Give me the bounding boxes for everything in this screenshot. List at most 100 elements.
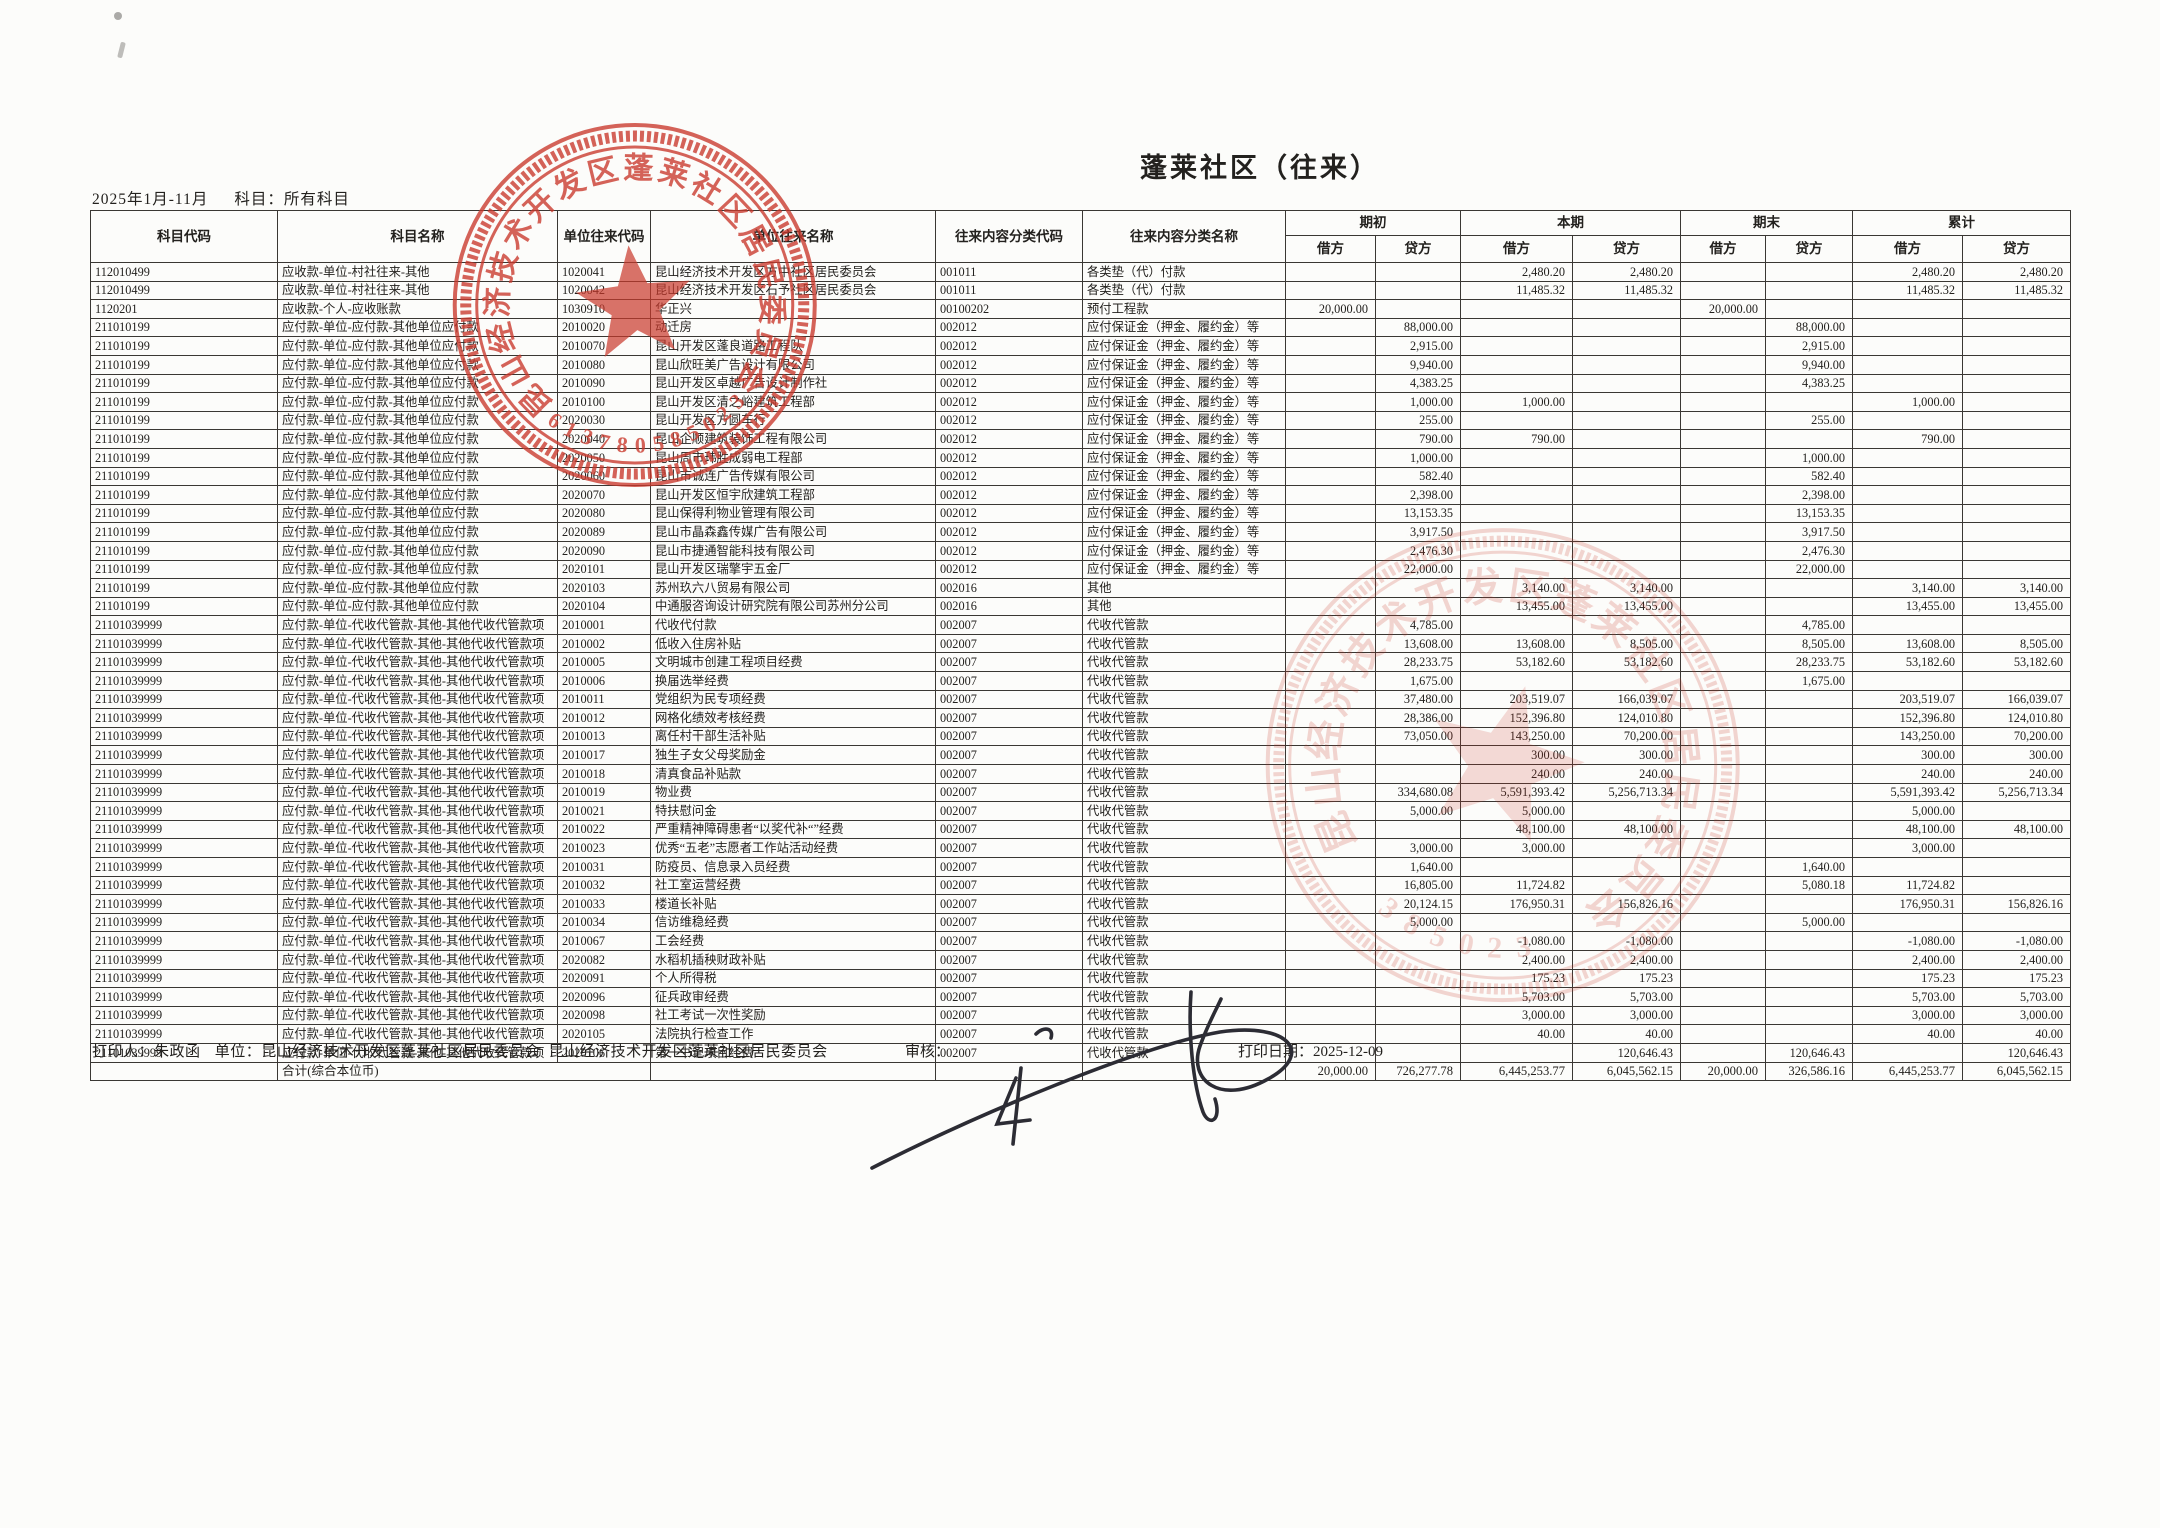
cell-ending-debit [1680,894,1766,914]
cell-subject-code: 211010199 [90,522,278,542]
cell-subject-code: 211010199 [90,540,278,561]
table-row: 211010199 应付款-单位-应付款-其他单位应付款 2020050 昆山周市玮胜… [90,447,2071,468]
cell-opening-debit [1285,317,1376,338]
cell-opening-debit [1285,578,1376,598]
cell-ending-credit: 120,646.43 [1765,1042,1853,1063]
cell-opening-debit [1285,447,1376,468]
cell-current-credit: 70,200.00 [1572,726,1681,747]
cell-opening-debit [1285,466,1376,487]
cell-ending-credit: 1,640.00 [1765,857,1853,877]
cell-ending-credit: 4,383.25 [1765,373,1853,394]
cell-class-name: 各类垫（代）付款 [1082,262,1286,282]
cell-unit-name: 特扶慰问金 [650,801,936,821]
cell-opening-debit [1285,819,1376,840]
table-row: 21101039999 应付款-单位-代收代管款-其他-其他代收代管款项 20100… [90,689,2071,710]
cell-cumulative-debit: 11,724.82 [1852,875,1963,896]
cell-ending-debit [1680,912,1766,933]
cell-cumulative-debit: 3,000.00 [1852,838,1963,858]
cell-ending-debit [1680,726,1766,747]
cell-unit-name: 昆山经济技术开发区方中社区居民委员会 [650,262,936,282]
cell-ending-credit [1765,745,1853,766]
cell-cumulative-credit: 300.00 [1962,745,2071,766]
cell-current-credit [1572,559,1681,580]
cell-class-name: 代收代管款 [1082,652,1286,673]
table-row: 211010199 应付款-单位-应付款-其他单位应付款 2010090 昆山开发区卓… [90,373,2071,394]
cell-opening-debit [1285,652,1376,673]
cell-current-credit: 13,455.00 [1572,596,1681,617]
cell-cumulative-credit: 124,010.80 [1962,708,2071,728]
cell-current-debit [1460,615,1573,635]
cell-subject-code: 21101039999 [90,689,278,710]
cell-current-credit: 8,505.00 [1572,633,1681,654]
cell-unit-name: 防疫员、信息录入员经费 [650,857,936,877]
cell-class-code: 002007 [935,615,1083,635]
cell-current-credit: 175.23 [1572,968,1681,989]
table-row: 21101039999 应付款-单位-代收代管款-其他-其他代收代管款项 20100… [90,875,2071,896]
cell-opening-debit [1285,838,1376,858]
cell-current-credit: 48,100.00 [1572,819,1681,840]
cell-class-name: 应付保证金（押金、履约金）等 [1082,447,1286,468]
cell-opening-debit [1285,373,1376,394]
cell-current-credit: 11,485.32 [1572,280,1681,301]
cell-current-credit: 5,256,713.34 [1572,782,1681,803]
cell-class-code: 002012 [935,466,1083,487]
footer-left: 打印人：朱政函 单位：昆山经济技术开发区蓬莱社区居民委员会 昆山经济技术开发区蓬… [92,1040,838,1061]
table-row: 21101039999 应付款-单位-代收代管款-其他-其他代收代管款项 20100… [90,912,2071,933]
cell-class-code: 002007 [935,652,1083,673]
cell-ending-debit [1680,745,1766,766]
unit-name-1: 昆山经济技术开发区蓬莱社区居民委员会 [261,1044,541,1060]
cell-opening-credit: 3,917.50 [1375,522,1461,542]
cell-ending-debit [1680,410,1766,431]
cell-cumulative-credit: 53,182.60 [1962,652,2071,673]
cell-unit-code: 2010018 [557,764,651,784]
cell-class-code: 002007 [935,801,1083,821]
report-table-wrap: 科目代码 科目名称 单位往来代码 单位往来名称 往来内容分类代码 往来内容分类名… [90,210,2071,1082]
cell-class-code: 00100202 [935,299,1083,319]
cell-unit-name: 独生子女父母奖励金 [650,745,936,766]
header-ending-credit: 贷方 [1765,235,1853,263]
cell-cumulative-credit: 2,400.00 [1962,949,2071,970]
reviewer-label: 审核： [905,1044,951,1060]
cell-unit-code: 1030910 [557,299,651,319]
cell-subject-code: 211010199 [90,559,278,580]
cell-class-code: 002012 [935,540,1083,561]
cell-class-code: 002007 [935,838,1083,858]
cell-ending-credit [1765,1005,1853,1026]
cell-subject-name: 应付款-单位-代收代管款-其他-其他代收代管款项 [277,745,558,766]
cell-unit-code: 2010002 [557,633,651,654]
cell-unit-code: 2020103 [557,578,651,598]
cell-opening-credit: 28,386.00 [1375,708,1461,728]
cell-subject-name: 应付款-单位-代收代管款-其他-其他代收代管款项 [277,708,558,728]
total-current-debit: 6,445,253.77 [1460,1061,1573,1082]
cell-unit-name: 昆山经济技术开发区石予社区居民委员会 [650,280,936,301]
cell-subject-name: 应付款-单位-应付款-其他单位应付款 [277,596,558,617]
cell-current-debit [1460,299,1573,319]
table-row: 21101039999 应付款-单位-代收代管款-其他-其他代收代管款项 20200… [90,949,2071,970]
table-row: 21101039999 应付款-单位-代收代管款-其他-其他代收代管款项 20100… [90,652,2071,673]
cell-ending-debit [1680,336,1766,356]
cell-class-code: 002007 [935,782,1083,803]
header-cumulative-credit: 贷方 [1962,235,2071,263]
cell-current-debit: 1,000.00 [1460,392,1573,412]
cell-unit-code: 2020070 [557,485,651,505]
cell-unit-name: 严重精神障碍患者“以奖代补“”经费 [650,819,936,840]
cell-opening-debit [1285,429,1376,449]
cell-cumulative-debit: 13,608.00 [1852,633,1963,654]
cell-class-name: 应付保证金（押金、履约金）等 [1082,410,1286,431]
cell-subject-name: 应付款-单位-应付款-其他单位应付款 [277,522,558,542]
cell-cumulative-debit: 40.00 [1852,1024,1963,1044]
cell-current-debit [1460,503,1573,524]
cell-cumulative-credit: 2,480.20 [1962,262,2071,282]
header-subject-code: 科目代码 [90,210,278,263]
cell-cumulative-debit [1852,447,1963,468]
cell-opening-credit: 334,680.08 [1375,782,1461,803]
table-row: 211010199 应付款-单位-应付款-其他单位应付款 2020070 昆山开发区恒… [90,485,2071,505]
cell-subject-code: 21101039999 [90,857,278,877]
cell-ending-credit: 2,476.30 [1765,540,1853,561]
cell-current-credit: 156,826.16 [1572,894,1681,914]
cell-subject-name: 应付款-单位-应付款-其他单位应付款 [277,559,558,580]
cell-ending-credit: 28,233.75 [1765,652,1853,673]
cell-opening-credit [1375,578,1461,598]
cell-opening-credit: 4,785.00 [1375,615,1461,635]
cell-unit-code: 2020089 [557,522,651,542]
